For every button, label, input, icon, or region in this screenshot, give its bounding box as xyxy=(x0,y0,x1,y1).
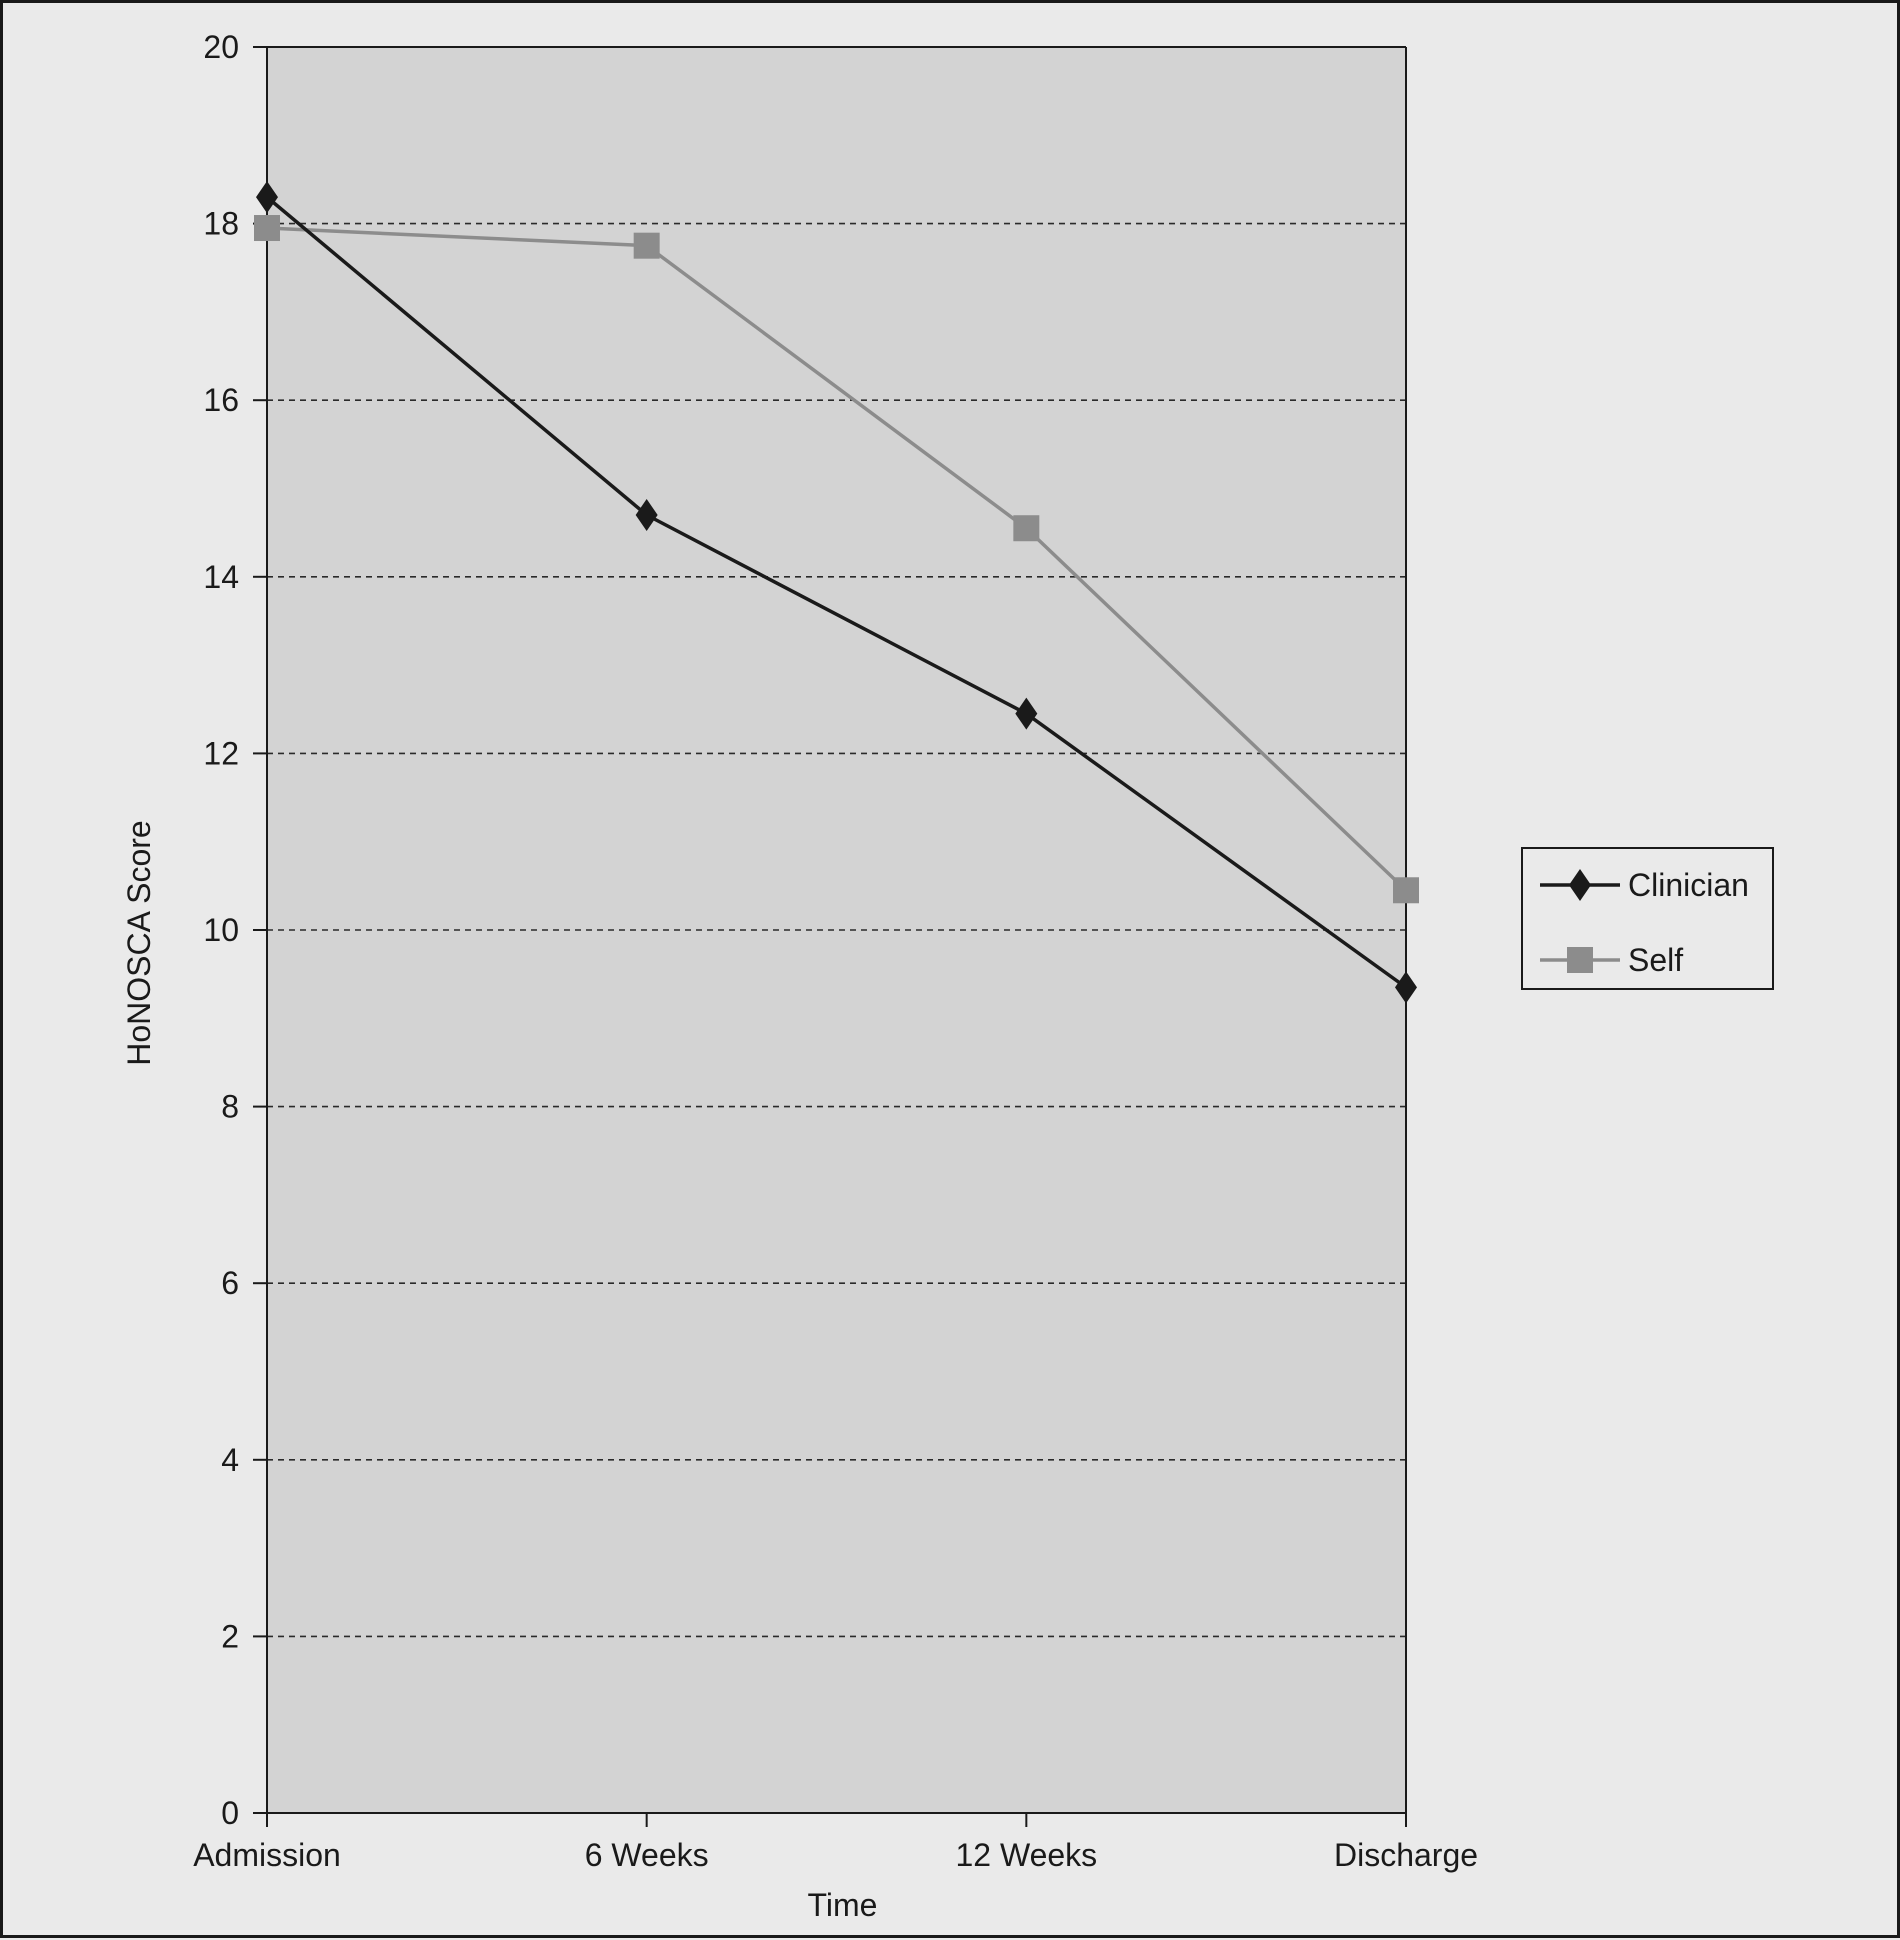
x-axis-ticks: Admission 6 Weeks 12 Weeks Discharge xyxy=(193,1813,1478,1873)
y-tick-label: 4 xyxy=(221,1442,239,1478)
data-point-self xyxy=(633,232,660,259)
series-line-clinician xyxy=(265,195,1408,989)
x-tick-label: 12 Weeks xyxy=(955,1837,1097,1873)
y-tick-label: 2 xyxy=(221,1618,239,1654)
y-tick-label: 20 xyxy=(203,29,239,65)
series-line-self xyxy=(266,226,1408,892)
y-tick-label: 6 xyxy=(221,1265,239,1301)
legend-item-self: Self xyxy=(1540,942,1683,978)
x-axis-title: Time xyxy=(808,1887,878,1923)
y-tick-label: 18 xyxy=(203,206,239,242)
data-point-clinician xyxy=(1395,971,1417,1004)
y-axis-title: HoNOSCA Score xyxy=(121,820,157,1065)
x-tick-label: Discharge xyxy=(1334,1837,1478,1873)
data-point-clinician xyxy=(256,181,278,214)
legend-swatch-marker xyxy=(1569,869,1591,901)
y-axis-ticks: 0 2 4 6 8 10 12 14 16 18 20 xyxy=(203,29,267,1831)
line-chart: 0 2 4 6 8 10 12 14 16 18 20 Admission 6 Weeks 12 Wee… xyxy=(121,29,1774,1923)
data-point-self xyxy=(254,215,280,242)
y-tick-label: 16 xyxy=(203,382,239,418)
y-tick-label: 8 xyxy=(221,1089,239,1125)
y-tick-label: 10 xyxy=(203,912,239,948)
data-point-clinician xyxy=(1015,697,1038,730)
x-tick-label: Admission xyxy=(193,1837,341,1873)
x-tick-label: 6 Weeks xyxy=(585,1837,709,1873)
y-tick-label: 14 xyxy=(203,559,239,595)
legend-label: Self xyxy=(1628,942,1683,978)
y-tick-label: 12 xyxy=(203,735,239,771)
series-self xyxy=(254,215,1419,904)
legend-label: Clinician xyxy=(1628,867,1749,903)
data-point-clinician xyxy=(635,498,658,531)
y-tick-label: 0 xyxy=(221,1795,239,1831)
series-layer xyxy=(254,181,1419,1004)
grid-lines xyxy=(267,222,1406,1638)
series-clinician xyxy=(256,181,1417,1004)
legend-item-clinician: Clinician xyxy=(1540,867,1749,903)
data-point-self xyxy=(1393,877,1419,904)
legend: Clinician Self xyxy=(1521,847,1774,990)
legend-swatch-marker xyxy=(1567,947,1593,973)
legend-box xyxy=(1521,847,1774,990)
data-point-self xyxy=(1013,515,1040,542)
